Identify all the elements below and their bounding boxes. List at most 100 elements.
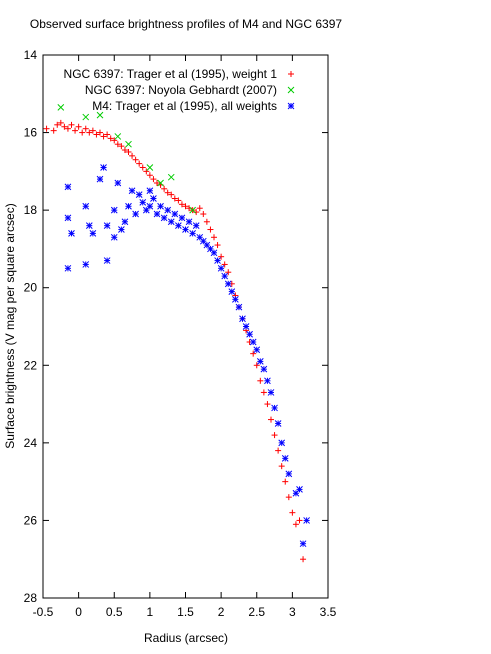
y-axis-label: Surface brightness (V mag per square arc… — [3, 203, 17, 448]
data-point — [246, 330, 253, 338]
data-point — [157, 202, 164, 210]
data-point — [118, 226, 125, 233]
data-point — [250, 350, 257, 357]
data-point — [271, 404, 278, 412]
y-tick-label: 16 — [24, 126, 38, 140]
data-point — [86, 129, 93, 136]
legend-label: NGC 6397: Trager et al (1995), weight 1 — [64, 67, 278, 81]
x-tick-label: -0.5 — [33, 605, 54, 619]
data-point — [260, 365, 268, 373]
legend-marker — [287, 102, 295, 110]
data-point — [207, 226, 214, 233]
data-point — [61, 123, 68, 130]
legend-label: M4: Trager et al (1995), all weights — [92, 99, 277, 113]
data-point — [64, 214, 72, 222]
data-point — [110, 206, 118, 214]
data-point — [182, 203, 189, 210]
data-point — [114, 179, 122, 187]
data-point — [136, 160, 143, 167]
data-point — [97, 129, 103, 136]
data-point — [296, 486, 303, 493]
data-point — [281, 455, 289, 462]
data-point — [104, 131, 111, 138]
y-tick-label: 18 — [24, 203, 38, 217]
data-point — [82, 113, 90, 121]
data-point — [154, 179, 160, 186]
x-axis-label: Radius (arcsec) — [144, 631, 228, 645]
data-point — [221, 272, 229, 280]
data-point — [242, 323, 250, 330]
data-point — [224, 280, 232, 288]
data-point — [125, 202, 132, 210]
data-point — [268, 416, 274, 423]
data-point — [278, 463, 285, 470]
data-point — [100, 164, 107, 171]
data-point — [282, 478, 289, 485]
data-point — [221, 261, 228, 268]
data-point — [132, 210, 139, 218]
data-point — [79, 129, 86, 136]
data-point — [85, 222, 93, 230]
data-point — [82, 202, 90, 210]
data-point — [228, 288, 236, 295]
data-point — [114, 141, 121, 148]
data-point — [150, 176, 157, 183]
data-point — [150, 195, 157, 202]
data-point — [103, 222, 111, 230]
chart-title: Observed surface brightness profiles of … — [30, 17, 342, 31]
data-point — [50, 127, 57, 134]
data-point — [217, 264, 225, 272]
data-point — [278, 439, 286, 447]
data-point — [157, 179, 164, 187]
data-point — [139, 199, 147, 206]
data-point — [96, 111, 104, 119]
data-point — [267, 389, 275, 396]
data-point — [128, 187, 136, 195]
data-point — [256, 358, 264, 365]
data-point — [118, 143, 125, 150]
data-point — [146, 187, 154, 195]
data-point — [168, 191, 175, 198]
data-point — [182, 226, 189, 233]
data-point — [249, 338, 257, 346]
series-2 — [57, 104, 196, 214]
data-point — [271, 432, 278, 439]
data-point — [143, 168, 150, 175]
data-point — [167, 173, 175, 181]
data-point — [171, 210, 179, 218]
data-points — [43, 104, 310, 563]
data-point — [196, 205, 203, 212]
data-point — [200, 211, 207, 218]
data-point — [303, 517, 310, 524]
data-point — [253, 362, 260, 369]
data-point — [146, 172, 153, 179]
legend: NGC 6397: Trager et al (1995), weight 1 N… — [64, 67, 295, 113]
data-point — [253, 346, 261, 354]
data-point — [82, 125, 89, 132]
data-point — [43, 125, 50, 132]
data-point — [111, 137, 118, 144]
data-point — [189, 230, 196, 237]
axis-ticks: -0.5 0 0.5 1 1.5 2 2.5 3 3.5 14 16 18 20 22 24 26 28 — [24, 48, 337, 619]
data-point — [239, 315, 246, 323]
data-point — [300, 556, 307, 563]
y-tick-label: 26 — [24, 513, 38, 527]
data-point — [171, 195, 178, 202]
data-point — [146, 202, 154, 210]
data-point — [175, 197, 182, 204]
data-point — [54, 121, 61, 128]
x-tick-label: 3.5 — [320, 605, 337, 619]
x-tick-label: 0 — [75, 605, 82, 619]
data-point — [93, 131, 100, 138]
legend-label: NGC 6397: Noyola Gebhardt (2007) — [85, 83, 277, 97]
data-point — [296, 517, 303, 524]
data-point — [139, 164, 146, 171]
data-point — [68, 121, 75, 128]
data-point — [232, 295, 239, 303]
data-point — [103, 257, 111, 264]
data-point — [89, 230, 97, 237]
plot-frame — [42, 54, 329, 599]
data-point — [72, 127, 79, 134]
x-tick-label: 0.5 — [106, 605, 123, 619]
data-point — [274, 420, 282, 427]
